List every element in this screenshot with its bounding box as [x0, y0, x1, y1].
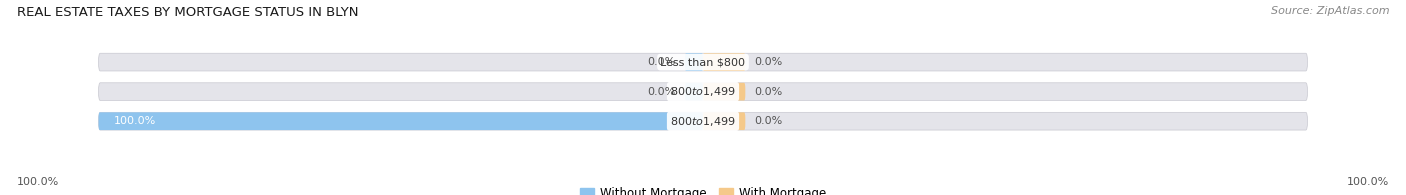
FancyBboxPatch shape — [98, 112, 703, 130]
FancyBboxPatch shape — [685, 83, 703, 100]
Text: 0.0%: 0.0% — [648, 57, 676, 67]
Text: 100.0%: 100.0% — [17, 177, 59, 187]
Legend: Without Mortgage, With Mortgage: Without Mortgage, With Mortgage — [575, 182, 831, 195]
Text: Source: ZipAtlas.com: Source: ZipAtlas.com — [1271, 6, 1389, 16]
Text: 100.0%: 100.0% — [1347, 177, 1389, 187]
Text: $800 to $1,499: $800 to $1,499 — [671, 115, 735, 128]
FancyBboxPatch shape — [703, 112, 745, 130]
FancyBboxPatch shape — [98, 53, 1308, 71]
Text: REAL ESTATE TAXES BY MORTGAGE STATUS IN BLYN: REAL ESTATE TAXES BY MORTGAGE STATUS IN … — [17, 6, 359, 19]
Text: 0.0%: 0.0% — [755, 57, 783, 67]
FancyBboxPatch shape — [98, 83, 1308, 100]
Text: Less than $800: Less than $800 — [661, 57, 745, 67]
Text: 0.0%: 0.0% — [755, 87, 783, 97]
FancyBboxPatch shape — [685, 53, 703, 71]
Text: 0.0%: 0.0% — [755, 116, 783, 126]
FancyBboxPatch shape — [703, 83, 745, 100]
FancyBboxPatch shape — [98, 112, 1308, 130]
Text: $800 to $1,499: $800 to $1,499 — [671, 85, 735, 98]
Text: 0.0%: 0.0% — [648, 87, 676, 97]
Text: 100.0%: 100.0% — [114, 116, 156, 126]
FancyBboxPatch shape — [703, 53, 745, 71]
